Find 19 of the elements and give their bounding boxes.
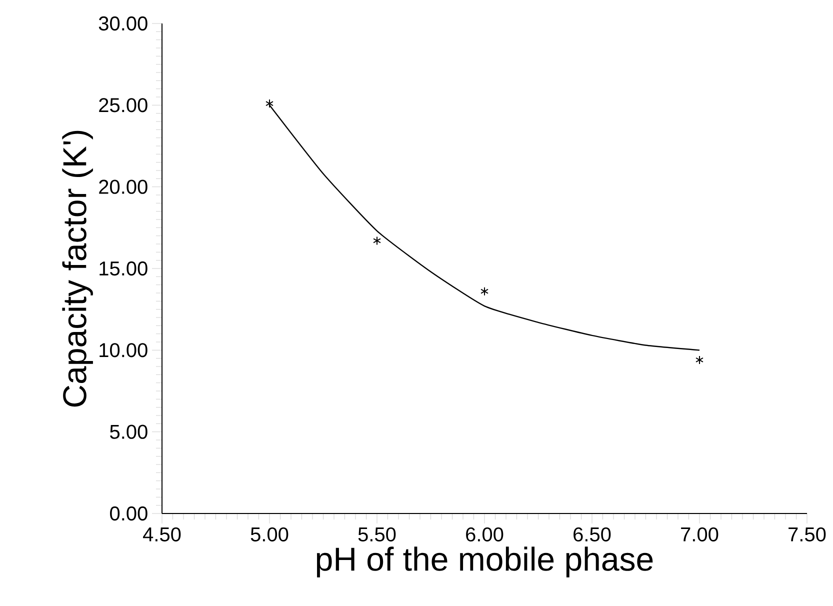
- x-axis-title: pH of the mobile phase: [316, 546, 653, 578]
- x-tick-label: 4.50: [142, 527, 181, 542]
- y-tick-label: 10.00: [100, 343, 148, 358]
- point: [696, 355, 704, 364]
- x-tick-label: 7.50: [788, 527, 826, 542]
- x-tick-label: 6.50: [574, 527, 611, 542]
- y-axis-title: Capacity factor (K'): [62, 130, 93, 407]
- y-tick-label: 30.00: [98, 16, 148, 31]
- x-tick-label: 6.00: [466, 527, 504, 542]
- y-tick-label: 0.00: [110, 506, 148, 521]
- x-tick-label: 5.50: [358, 527, 396, 542]
- point: [373, 236, 381, 246]
- x-tick-label: 7.00: [681, 527, 718, 542]
- x-tick-label: 5.00: [250, 527, 288, 542]
- y-tick-label: 15.00: [100, 261, 148, 276]
- y-tick-label: 20.00: [99, 180, 148, 194]
- y-tick-label: 5.00: [110, 424, 148, 439]
- point: [480, 286, 488, 296]
- y-tick-label: 25.00: [99, 98, 148, 112]
